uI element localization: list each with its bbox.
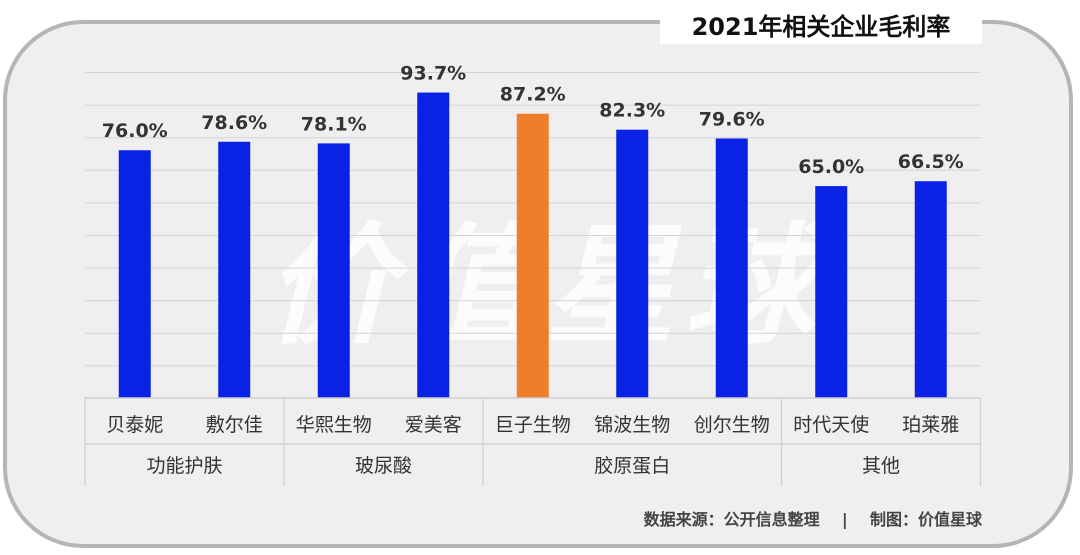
footer-credits: 数据来源：公开信息整理 | 制图：价值星球 bbox=[644, 506, 982, 530]
value-label: 93.7% bbox=[400, 63, 466, 85]
footer-source: 数据来源：公开信息整理 bbox=[643, 510, 820, 529]
value-labels-group: 76.0% 78.6% 78.1% 93.7% 87.2% 82.3% 79.6% 65.0%… bbox=[102, 63, 964, 179]
value-label: 87.2% bbox=[500, 84, 566, 106]
bar bbox=[914, 181, 947, 398]
value-label: 79.6% bbox=[699, 109, 765, 131]
group-label: 胶原蛋白 bbox=[594, 455, 670, 477]
bar bbox=[616, 129, 649, 398]
category-label: 爱美客 bbox=[405, 414, 462, 436]
category-label: 敷尔佳 bbox=[206, 414, 263, 436]
category-label: 时代天使 bbox=[793, 414, 869, 436]
bar bbox=[815, 186, 848, 398]
value-label: 78.1% bbox=[301, 113, 367, 135]
value-label: 65.0% bbox=[798, 156, 864, 178]
group-label: 玻尿酸 bbox=[355, 455, 412, 477]
bar bbox=[516, 113, 549, 398]
bar bbox=[715, 138, 748, 398]
bar bbox=[118, 150, 151, 398]
bars-group bbox=[118, 92, 947, 399]
value-label: 76.0% bbox=[102, 120, 168, 142]
category-label: 珀莱雅 bbox=[902, 414, 959, 436]
category-label: 巨子生物 bbox=[495, 414, 571, 436]
footer-maker: 制图：价值星球 bbox=[869, 510, 982, 529]
value-label: 82.3% bbox=[599, 100, 665, 122]
bar bbox=[218, 141, 251, 398]
footer-separator: | bbox=[841, 510, 848, 529]
value-label: 66.5% bbox=[898, 151, 964, 173]
category-label: 创尔生物 bbox=[694, 414, 770, 436]
value-label: 78.6% bbox=[201, 112, 267, 134]
bar bbox=[317, 143, 350, 398]
category-label: 贝泰妮 bbox=[106, 414, 163, 436]
chart-title: 2021年相关企业毛利率 bbox=[660, 4, 982, 44]
group-label: 功能护肤 bbox=[146, 455, 222, 477]
category-label: 华熙生物 bbox=[296, 414, 372, 436]
group-label: 其他 bbox=[862, 455, 900, 477]
bar bbox=[417, 92, 450, 399]
category-label: 锦波生物 bbox=[594, 414, 670, 436]
